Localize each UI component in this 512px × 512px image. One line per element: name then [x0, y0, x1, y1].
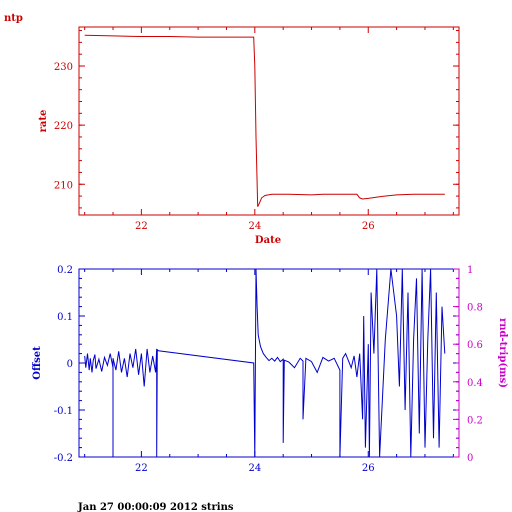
rate-y-tick-label: 220: [54, 121, 73, 132]
rate-x-axis-label: Date: [255, 235, 281, 246]
offset-y-tick-label: -0.1: [54, 406, 73, 417]
roundtrip-y-tick-label: 0.8: [467, 303, 483, 314]
rate-x-ticks: 22 24 26: [84, 27, 454, 232]
offset-y-tick-label: 0.1: [57, 312, 73, 323]
offset-series-line: [84, 268, 446, 458]
rate-x-tick-label: 22: [135, 221, 148, 232]
offset-y-tick-label: -0.2: [54, 453, 73, 464]
offset-y-tick-label: 0: [67, 359, 73, 370]
offset-y-axis-label: Offset: [32, 346, 43, 380]
rate-series-line: [84, 34, 445, 207]
offset-x-tick-label: 26: [362, 463, 375, 474]
rate-plot: 22 24 26 210 220 230 Date rate: [38, 26, 460, 246]
roundtrip-y-tick-label: 0.6: [467, 340, 483, 351]
offset-x-tick-label: 22: [135, 463, 148, 474]
rate-y-tick-label: 210: [54, 180, 73, 191]
footer-timestamp: Jan 27 00:00:09 2012 strins: [77, 502, 234, 512]
roundtrip-y-axis-label: rnd-trip(ms): [497, 318, 508, 388]
roundtrip-y-tick-label: 0.4: [467, 378, 483, 389]
offset-x-ticks: 22 24 26: [84, 269, 454, 474]
offset-x-tick-label: 24: [248, 463, 261, 474]
chart-title: ntp: [4, 13, 23, 24]
rate-x-tick-label: 26: [362, 221, 375, 232]
rate-y-tick-label: 230: [54, 62, 73, 73]
roundtrip-y-tick-label: 0: [467, 453, 473, 464]
offset-plot: 22 24 26 -0.2 -0.1 0 0.1 0.2 0 0.2 0.4 0.6 0.8 1 Of…: [32, 265, 508, 474]
rate-x-tick-label: 24: [248, 221, 261, 232]
rate-y-axis-label: rate: [38, 110, 49, 133]
roundtrip-y-tick-label: 1: [467, 265, 473, 276]
rate-plot-frame: [78, 26, 460, 216]
offset-y-tick-label: 0.2: [57, 265, 73, 276]
roundtrip-y-tick-label: 0.2: [467, 415, 483, 426]
roundtrip-y-ticks: 0 0.2 0.4 0.6 0.8 1: [453, 265, 483, 464]
rate-y-ticks: 210 220 230: [54, 30, 459, 209]
